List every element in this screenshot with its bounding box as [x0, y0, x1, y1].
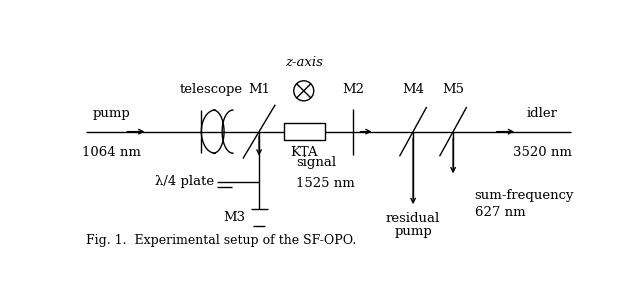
Text: M4: M4	[402, 83, 424, 96]
Text: idler: idler	[527, 107, 558, 120]
Text: z-axis: z-axis	[285, 56, 323, 69]
Text: pump: pump	[394, 225, 432, 238]
Text: KTA: KTA	[290, 146, 318, 159]
Text: 3520 nm: 3520 nm	[513, 146, 572, 159]
Text: 1064 nm: 1064 nm	[82, 146, 141, 159]
Text: pump: pump	[93, 107, 130, 120]
Bar	[284, 123, 325, 140]
Text: M5: M5	[442, 83, 464, 96]
Text: signal: signal	[296, 156, 336, 169]
Text: M1: M1	[248, 83, 270, 96]
Text: telescope: telescope	[180, 83, 243, 96]
Text: 1525 nm: 1525 nm	[296, 177, 355, 190]
Text: M2: M2	[342, 83, 364, 96]
Text: λ/4 plate: λ/4 plate	[156, 175, 214, 188]
Text: Fig. 1.  Experimental setup of the SF-OPO.: Fig. 1. Experimental setup of the SF-OPO…	[86, 234, 356, 247]
Text: M3: M3	[223, 212, 246, 224]
Text: sum-frequency: sum-frequency	[475, 189, 574, 202]
Text: residual: residual	[386, 212, 440, 225]
Text: 627 nm: 627 nm	[475, 206, 525, 219]
